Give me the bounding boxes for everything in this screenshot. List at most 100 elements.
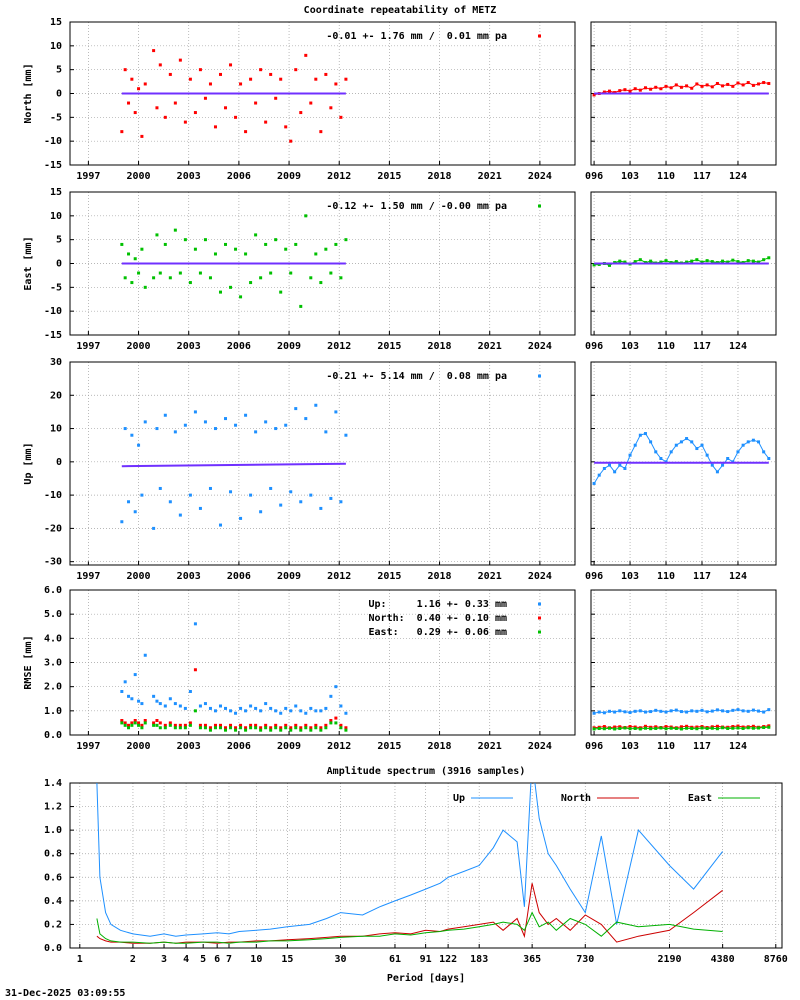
data-point <box>649 87 653 91</box>
data-point <box>633 87 637 91</box>
data-point <box>218 704 222 708</box>
plot-area <box>592 81 771 97</box>
data-point <box>239 706 243 710</box>
data-point <box>183 723 187 727</box>
data-point <box>152 276 156 280</box>
data-point <box>127 694 131 698</box>
data-point <box>608 89 611 93</box>
y-tick-label: -5 <box>50 112 62 123</box>
data-point <box>721 84 725 88</box>
data-point <box>224 706 228 710</box>
data-point <box>224 728 228 732</box>
x-tick-label: 2003 <box>177 171 201 182</box>
data-point <box>249 726 253 730</box>
fit-line <box>121 462 346 468</box>
data-point <box>715 727 719 731</box>
data-point <box>690 440 694 444</box>
data-point <box>685 437 689 441</box>
data-point <box>314 723 318 727</box>
data-point <box>618 726 622 730</box>
data-point <box>304 711 308 715</box>
data-point <box>198 68 202 72</box>
data-point <box>736 260 740 264</box>
chart-title: Coordinate repeatability of METZ <box>304 4 497 16</box>
data-point <box>757 260 761 264</box>
data-point <box>130 721 134 725</box>
y-tick-label: 10 <box>50 211 62 222</box>
data-point <box>710 709 714 713</box>
data-point <box>679 725 683 729</box>
data-point <box>289 490 293 494</box>
data-point <box>618 725 622 729</box>
y-axis-label: RMSE [mm] <box>23 635 34 689</box>
y-tick-label: 0.8 <box>44 849 62 860</box>
data-point <box>715 708 719 712</box>
y-tick-label: -30 <box>44 557 62 568</box>
data-point <box>314 403 318 407</box>
data-point <box>163 723 167 727</box>
data-point <box>705 83 709 87</box>
y-tick-label: 1.4 <box>44 778 62 789</box>
data-point <box>654 725 658 729</box>
data-point <box>249 77 253 81</box>
data-point <box>163 115 167 119</box>
data-point <box>140 247 144 251</box>
data-point <box>344 433 348 437</box>
data-point <box>203 96 207 100</box>
data-point <box>700 84 704 88</box>
data-point <box>269 72 273 76</box>
data-point <box>218 72 222 76</box>
plot-frame <box>590 589 777 736</box>
data-point <box>269 271 273 275</box>
y-tick-label: 3.0 <box>44 658 62 669</box>
data-point <box>746 259 750 263</box>
data-line <box>96 911 723 944</box>
data-point <box>679 85 683 89</box>
data-point <box>133 257 137 261</box>
x-tick-label: 117 <box>693 741 711 752</box>
x-tick-label: 2024 <box>528 341 552 352</box>
data-point <box>264 702 268 706</box>
data-point <box>643 710 647 714</box>
x-tick-label: 122 <box>439 954 457 965</box>
data-point <box>633 260 637 264</box>
data-point <box>608 709 611 713</box>
data-point <box>198 726 202 730</box>
x-tick-label: 2000 <box>127 171 151 182</box>
data-point <box>163 242 167 246</box>
data-point <box>143 653 147 657</box>
data-point <box>731 726 735 730</box>
data-point <box>130 281 134 285</box>
data-point <box>188 723 192 727</box>
data-point <box>155 427 159 431</box>
data-point <box>638 88 642 92</box>
data-point <box>203 420 207 424</box>
data-point <box>309 493 313 497</box>
data-point <box>638 433 642 437</box>
data-point <box>173 723 177 727</box>
x-tick-label: 15 <box>281 954 293 965</box>
data-point <box>239 726 243 730</box>
data-point <box>140 134 144 138</box>
data-point <box>344 728 348 732</box>
data-point <box>178 726 182 730</box>
data-point <box>158 721 162 725</box>
data-point <box>613 470 617 474</box>
data-point <box>690 86 694 90</box>
data-point <box>203 238 207 242</box>
data-point <box>690 709 694 713</box>
x-tick-label: 117 <box>693 571 711 582</box>
data-point <box>259 709 263 713</box>
y-axis-label: East [mm] <box>23 236 34 290</box>
data-point <box>736 708 740 712</box>
y-axis-label: Up [mm] <box>23 442 34 484</box>
data-point <box>751 724 755 728</box>
data-point <box>155 699 159 703</box>
data-point <box>329 719 333 722</box>
legend-label: East <box>688 793 712 804</box>
data-point <box>638 709 642 713</box>
data-point <box>198 506 202 510</box>
data-point <box>239 723 243 727</box>
data-point <box>685 710 689 714</box>
